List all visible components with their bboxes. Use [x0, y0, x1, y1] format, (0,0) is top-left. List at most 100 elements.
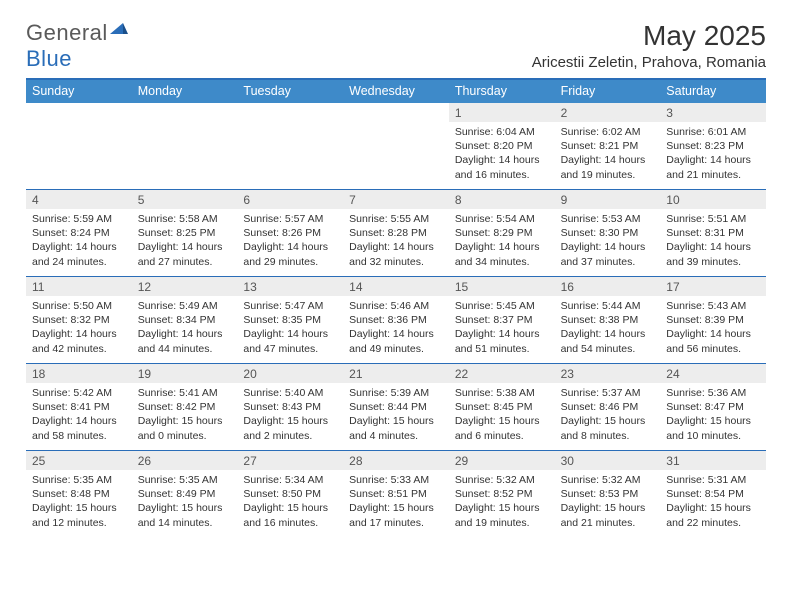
daylight-text: Daylight: 14 hours and 58 minutes.: [32, 414, 126, 442]
day-cell: 22Sunrise: 5:38 AMSunset: 8:45 PMDayligh…: [449, 364, 555, 450]
sunset-text: Sunset: 8:43 PM: [243, 400, 337, 414]
daylight-text: Daylight: 14 hours and 32 minutes.: [349, 240, 443, 268]
day-number: 24: [660, 364, 766, 383]
day-cell: 1Sunrise: 6:04 AMSunset: 8:20 PMDaylight…: [449, 103, 555, 189]
day-body: Sunrise: 5:51 AMSunset: 8:31 PMDaylight:…: [660, 209, 766, 273]
day-number: 8: [449, 190, 555, 209]
day-cell: 30Sunrise: 5:32 AMSunset: 8:53 PMDayligh…: [555, 451, 661, 537]
day-cell: 15Sunrise: 5:45 AMSunset: 8:37 PMDayligh…: [449, 277, 555, 363]
sunrise-text: Sunrise: 5:37 AM: [561, 386, 655, 400]
calendar: Sunday Monday Tuesday Wednesday Thursday…: [26, 78, 766, 537]
day-cell: 10Sunrise: 5:51 AMSunset: 8:31 PMDayligh…: [660, 190, 766, 276]
day-body: Sunrise: 5:57 AMSunset: 8:26 PMDaylight:…: [237, 209, 343, 273]
day-cell: 23Sunrise: 5:37 AMSunset: 8:46 PMDayligh…: [555, 364, 661, 450]
day-body: Sunrise: 5:49 AMSunset: 8:34 PMDaylight:…: [132, 296, 238, 360]
day-number: 17: [660, 277, 766, 296]
day-number: 31: [660, 451, 766, 470]
day-number: 28: [343, 451, 449, 470]
triangle-icon: [110, 20, 128, 34]
day-header-thursday: Thursday: [449, 80, 555, 103]
sunrise-text: Sunrise: 5:38 AM: [455, 386, 549, 400]
sunrise-text: Sunrise: 5:39 AM: [349, 386, 443, 400]
daylight-text: Daylight: 14 hours and 54 minutes.: [561, 327, 655, 355]
day-cell: 24Sunrise: 5:36 AMSunset: 8:47 PMDayligh…: [660, 364, 766, 450]
day-header-sunday: Sunday: [26, 80, 132, 103]
day-cell: 17Sunrise: 5:43 AMSunset: 8:39 PMDayligh…: [660, 277, 766, 363]
sunrise-text: Sunrise: 5:43 AM: [666, 299, 760, 313]
sunrise-text: Sunrise: 5:46 AM: [349, 299, 443, 313]
day-number: 21: [343, 364, 449, 383]
sunset-text: Sunset: 8:30 PM: [561, 226, 655, 240]
daylight-text: Daylight: 15 hours and 10 minutes.: [666, 414, 760, 442]
day-cell: 6Sunrise: 5:57 AMSunset: 8:26 PMDaylight…: [237, 190, 343, 276]
day-cell: 14Sunrise: 5:46 AMSunset: 8:36 PMDayligh…: [343, 277, 449, 363]
day-number: [132, 103, 238, 122]
daylight-text: Daylight: 14 hours and 29 minutes.: [243, 240, 337, 268]
sunset-text: Sunset: 8:42 PM: [138, 400, 232, 414]
logo: General Blue: [26, 20, 130, 72]
sunrise-text: Sunrise: 5:41 AM: [138, 386, 232, 400]
day-number: 14: [343, 277, 449, 296]
daylight-text: Daylight: 15 hours and 4 minutes.: [349, 414, 443, 442]
day-cell: [26, 103, 132, 189]
day-number: 9: [555, 190, 661, 209]
day-cell: [237, 103, 343, 189]
day-cell: 16Sunrise: 5:44 AMSunset: 8:38 PMDayligh…: [555, 277, 661, 363]
day-body: Sunrise: 5:35 AMSunset: 8:49 PMDaylight:…: [132, 470, 238, 534]
sunrise-text: Sunrise: 5:36 AM: [666, 386, 760, 400]
day-header-wednesday: Wednesday: [343, 80, 449, 103]
day-cell: 11Sunrise: 5:50 AMSunset: 8:32 PMDayligh…: [26, 277, 132, 363]
day-header-row: Sunday Monday Tuesday Wednesday Thursday…: [26, 80, 766, 103]
sunset-text: Sunset: 8:38 PM: [561, 313, 655, 327]
daylight-text: Daylight: 14 hours and 37 minutes.: [561, 240, 655, 268]
daylight-text: Daylight: 15 hours and 14 minutes.: [138, 501, 232, 529]
day-number: 29: [449, 451, 555, 470]
sunset-text: Sunset: 8:20 PM: [455, 139, 549, 153]
sunrise-text: Sunrise: 5:57 AM: [243, 212, 337, 226]
day-number: 15: [449, 277, 555, 296]
day-number: 5: [132, 190, 238, 209]
day-body: Sunrise: 5:59 AMSunset: 8:24 PMDaylight:…: [26, 209, 132, 273]
day-number: [343, 103, 449, 122]
day-cell: 19Sunrise: 5:41 AMSunset: 8:42 PMDayligh…: [132, 364, 238, 450]
sunrise-text: Sunrise: 5:49 AM: [138, 299, 232, 313]
day-number: 16: [555, 277, 661, 296]
sunset-text: Sunset: 8:47 PM: [666, 400, 760, 414]
day-header-saturday: Saturday: [660, 80, 766, 103]
week-row: 1Sunrise: 6:04 AMSunset: 8:20 PMDaylight…: [26, 103, 766, 189]
calendar-page: General Blue May 2025 Aricestii Zeletin,…: [0, 0, 792, 537]
day-cell: 18Sunrise: 5:42 AMSunset: 8:41 PMDayligh…: [26, 364, 132, 450]
week-row: 25Sunrise: 5:35 AMSunset: 8:48 PMDayligh…: [26, 450, 766, 537]
sunset-text: Sunset: 8:24 PM: [32, 226, 126, 240]
sunset-text: Sunset: 8:32 PM: [32, 313, 126, 327]
day-number: 12: [132, 277, 238, 296]
day-number: 1: [449, 103, 555, 122]
sunrise-text: Sunrise: 6:02 AM: [561, 125, 655, 139]
day-body: Sunrise: 5:36 AMSunset: 8:47 PMDaylight:…: [660, 383, 766, 447]
day-number: 25: [26, 451, 132, 470]
sunrise-text: Sunrise: 5:40 AM: [243, 386, 337, 400]
sunset-text: Sunset: 8:44 PM: [349, 400, 443, 414]
day-body: Sunrise: 5:42 AMSunset: 8:41 PMDaylight:…: [26, 383, 132, 447]
day-header-monday: Monday: [132, 80, 238, 103]
daylight-text: Daylight: 14 hours and 47 minutes.: [243, 327, 337, 355]
day-number: 7: [343, 190, 449, 209]
sunrise-text: Sunrise: 5:50 AM: [32, 299, 126, 313]
sunrise-text: Sunrise: 5:47 AM: [243, 299, 337, 313]
daylight-text: Daylight: 14 hours and 39 minutes.: [666, 240, 760, 268]
daylight-text: Daylight: 14 hours and 44 minutes.: [138, 327, 232, 355]
daylight-text: Daylight: 15 hours and 21 minutes.: [561, 501, 655, 529]
sunrise-text: Sunrise: 6:01 AM: [666, 125, 760, 139]
sunset-text: Sunset: 8:53 PM: [561, 487, 655, 501]
sunrise-text: Sunrise: 5:35 AM: [32, 473, 126, 487]
sunset-text: Sunset: 8:28 PM: [349, 226, 443, 240]
day-number: 27: [237, 451, 343, 470]
day-cell: 4Sunrise: 5:59 AMSunset: 8:24 PMDaylight…: [26, 190, 132, 276]
day-cell: [343, 103, 449, 189]
day-number: 26: [132, 451, 238, 470]
sunrise-text: Sunrise: 5:32 AM: [561, 473, 655, 487]
day-number: 11: [26, 277, 132, 296]
day-cell: 29Sunrise: 5:32 AMSunset: 8:52 PMDayligh…: [449, 451, 555, 537]
day-body: Sunrise: 5:58 AMSunset: 8:25 PMDaylight:…: [132, 209, 238, 273]
day-cell: 25Sunrise: 5:35 AMSunset: 8:48 PMDayligh…: [26, 451, 132, 537]
